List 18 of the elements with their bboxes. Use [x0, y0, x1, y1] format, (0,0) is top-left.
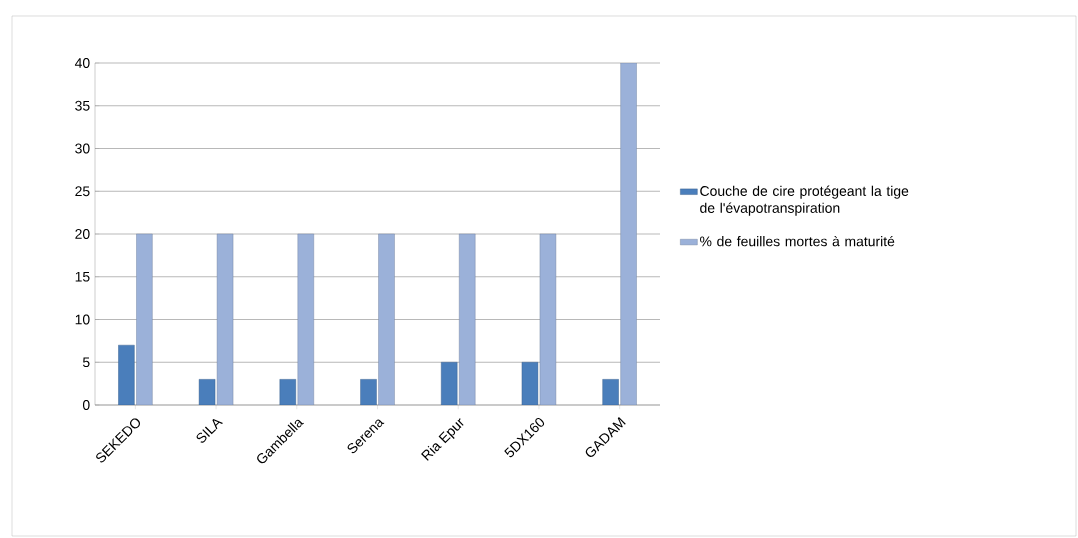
- legend-label: Couche de cire protégeant la tige de l'évapotranspiration: [700, 185, 909, 216]
- bar: [459, 233, 476, 405]
- bar: [441, 362, 458, 405]
- y-tick-label: 40: [74, 58, 90, 68]
- y-tick-label: 0: [82, 400, 90, 410]
- bar: [136, 233, 153, 405]
- legend-label: % de feuilles mortes à maturité: [700, 235, 895, 247]
- bar: [297, 233, 314, 405]
- y-tick-label: 35: [75, 100, 90, 111]
- bar: [118, 344, 135, 405]
- y-tick-label: 5: [82, 357, 90, 368]
- y-tick-label: 10: [75, 314, 90, 325]
- y-tick-label: 20: [75, 229, 90, 239]
- bar: [620, 63, 637, 405]
- bar: [378, 233, 395, 405]
- y-tick-label: 30: [75, 143, 90, 154]
- y-tick-label: 15: [75, 271, 90, 282]
- y-tick-label: 25: [75, 186, 90, 197]
